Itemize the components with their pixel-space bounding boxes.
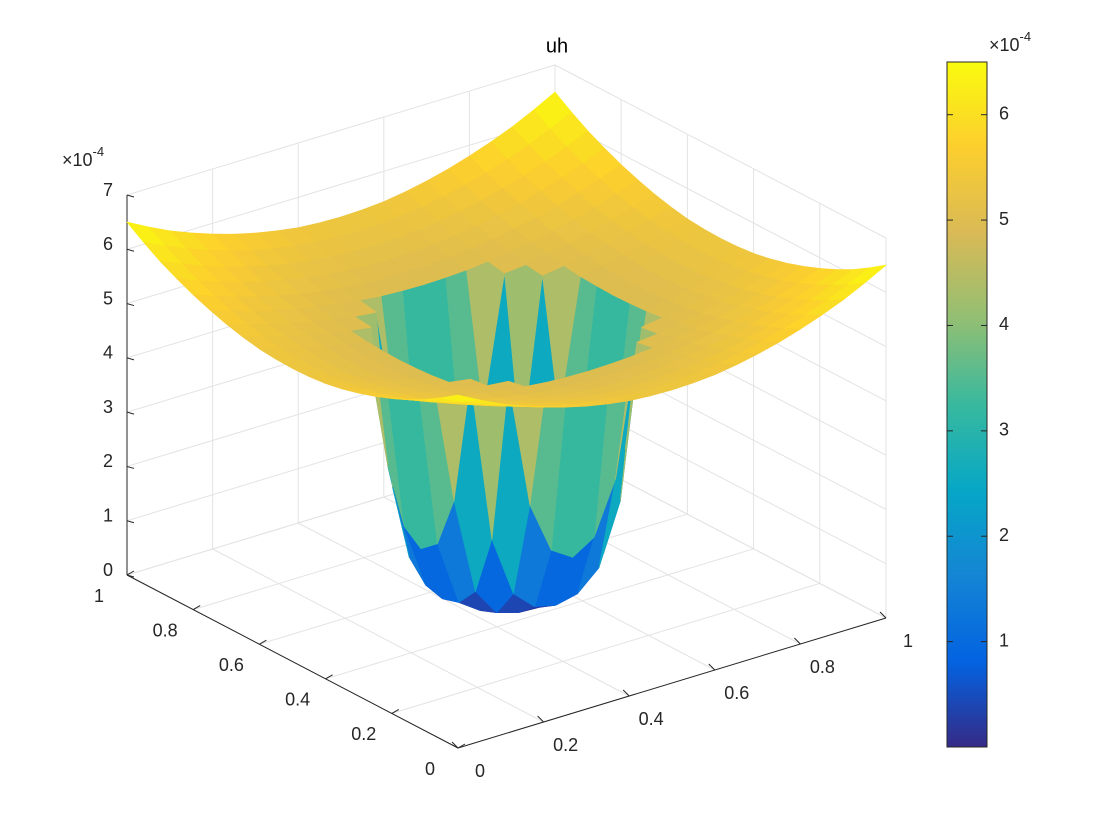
z-multiplier-base: ×10 [62, 150, 93, 170]
x-tick-label: 0.2 [553, 735, 578, 755]
z-tick-label: 3 [103, 397, 113, 417]
grid-line [554, 118, 887, 293]
x-tick-label: 1 [903, 631, 913, 651]
y-tick [259, 639, 267, 645]
y-tick-label: 0.6 [219, 655, 244, 675]
x-axis [457, 617, 887, 749]
surface-patch [487, 251, 527, 274]
colorbar [946, 61, 988, 748]
z-tick-label: 4 [103, 343, 113, 363]
z-tick [126, 574, 135, 578]
y-tick [391, 708, 400, 714]
colorbar-tick-label: 6 [999, 103, 1009, 123]
z-tick [126, 357, 135, 361]
grid-line [325, 548, 754, 680]
y-tick [192, 605, 201, 611]
z-tick [126, 248, 135, 252]
z-tick-label: 1 [103, 505, 113, 525]
z-tick-label: 2 [103, 451, 113, 471]
z-tick [126, 303, 135, 307]
grid-line [297, 522, 630, 697]
colorbar-tick-label: 3 [999, 420, 1009, 440]
z-tick-label: 0 [103, 560, 113, 580]
y-tick-label: 1 [94, 586, 104, 606]
chart-title: uh [546, 35, 568, 57]
x-tick [451, 741, 459, 749]
x-tick-label: 0.8 [810, 657, 835, 677]
y-tick [325, 674, 333, 680]
colorbar-multiplier-exponent: -4 [1020, 29, 1032, 44]
x-tick-label: 0 [475, 761, 485, 781]
x-tick [622, 689, 630, 697]
grid-line [126, 118, 556, 250]
z-tick-label: 5 [103, 288, 113, 308]
z-tick-label: 6 [103, 234, 113, 254]
y-tick-label: 0.8 [153, 620, 178, 640]
grid-line [554, 64, 887, 239]
colorbar-tick-label: 5 [999, 209, 1009, 229]
y-tick-label: 0.4 [285, 690, 310, 710]
z-tick [126, 520, 135, 524]
surface-patch [525, 253, 565, 276]
colorbar-tick-label: 2 [999, 525, 1009, 545]
z-tick [126, 465, 135, 469]
z-tick [126, 411, 135, 415]
x-tick-label: 0.4 [639, 709, 664, 729]
grid-line [126, 64, 556, 196]
x-tick [708, 663, 716, 671]
z-tick [126, 194, 135, 198]
colorbar-multiplier: ×10-4 [989, 29, 1031, 54]
colorbar-multiplier-base: ×10 [989, 35, 1020, 55]
z-multiplier: ×10-4 [62, 144, 104, 169]
z-multiplier-exponent: -4 [93, 144, 105, 159]
colorbar-tick-label: 1 [999, 630, 1009, 650]
y-axis [126, 574, 459, 749]
grid-line [391, 582, 820, 714]
surface [126, 91, 887, 614]
y-tick [126, 570, 135, 576]
surface-patch [441, 394, 480, 403]
x-tick-label: 0.6 [724, 683, 749, 703]
y-tick [457, 743, 466, 749]
grid-line [212, 548, 544, 723]
x-tick [794, 637, 801, 645]
x-tick [537, 715, 544, 723]
colorbar-tick-label: 4 [999, 314, 1009, 334]
y-tick-label: 0 [425, 759, 435, 779]
z-tick-label: 7 [103, 180, 113, 200]
x-tick [879, 611, 887, 619]
y-tick-label: 0.2 [351, 724, 376, 744]
